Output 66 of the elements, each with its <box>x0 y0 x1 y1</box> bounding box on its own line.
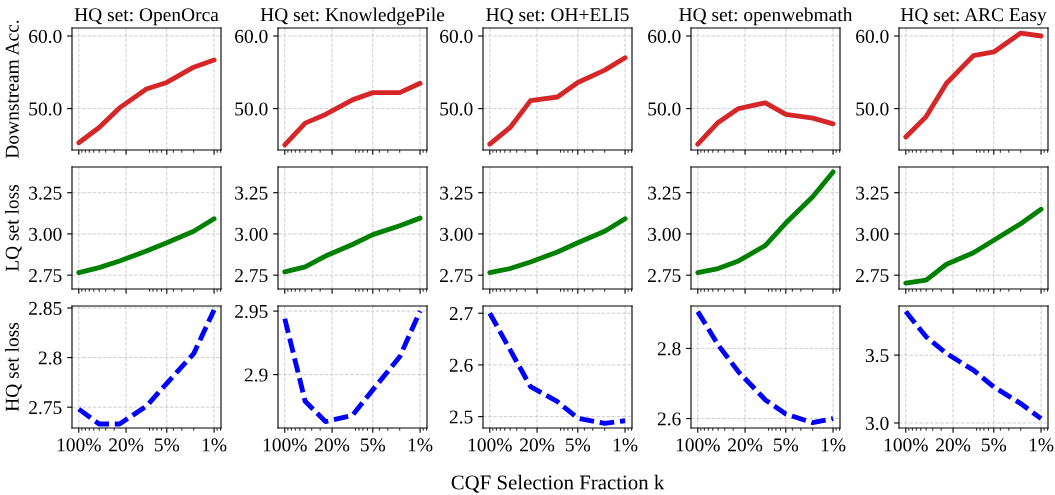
y-axis-title: HQ set loss <box>5 322 22 412</box>
y-tick-label: 50.0 <box>29 102 62 116</box>
y-tick-label: 3.00 <box>29 227 62 241</box>
x-tick-label: 1% <box>202 438 227 452</box>
y-axis-title: Downstream Acc. <box>5 20 19 159</box>
y-tick-label: 60.0 <box>856 29 889 44</box>
y-tick-label: 3.5 <box>865 349 889 363</box>
y-tick-label: 2.8 <box>38 351 62 365</box>
y-tick-label: 2.75 <box>440 269 473 283</box>
x-tick-label: 5% <box>360 438 386 452</box>
x-tick-label: 5% <box>773 438 799 452</box>
y-tick-label: 50.0 <box>235 102 268 116</box>
y-axis-title: LQ set loss <box>5 184 22 272</box>
x-tick-label: 1% <box>821 438 846 452</box>
y-tick-label: 50.0 <box>856 102 889 116</box>
y-tick-label: 50.0 <box>648 102 681 116</box>
y-tick-label: 3.25 <box>440 186 473 200</box>
chart-title: HQ set: KnowledgePile <box>260 7 445 26</box>
x-tick-label: 100% <box>57 438 101 452</box>
y-tick-label: 2.75 <box>29 401 62 415</box>
y-tick-label: 60.0 <box>648 29 681 44</box>
y-tick-label: 60.0 <box>235 29 268 44</box>
x-tick-label: 1% <box>613 438 638 452</box>
y-tick-label: 2.95 <box>235 304 268 319</box>
y-tick-label: 3.0 <box>865 416 889 430</box>
x-tick-label: 20% <box>936 438 971 452</box>
y-tick-label: 3.00 <box>856 227 889 241</box>
x-tick-label: 100% <box>676 438 720 452</box>
x-tick-label: 100% <box>884 438 928 452</box>
x-tick-label: 20% <box>728 438 763 452</box>
x-tick-label: 100% <box>263 438 307 452</box>
y-tick-label: 2.75 <box>235 269 268 283</box>
y-tick-label: 50.0 <box>440 102 473 116</box>
y-tick-label: 2.6 <box>657 412 681 426</box>
y-tick-label: 3.00 <box>440 227 473 241</box>
y-tick-label: 3.25 <box>29 186 62 200</box>
chart-title: HQ set: openwebmath <box>679 7 853 26</box>
y-tick-label: 2.75 <box>29 269 62 283</box>
chart-title: HQ set: OpenOrca <box>74 8 219 26</box>
chart-title: HQ set: ARC Easy <box>900 8 1047 26</box>
y-tick-label: 2.6 <box>449 358 473 372</box>
y-tick-label: 3.25 <box>856 186 889 200</box>
x-tick-label: 20% <box>520 438 555 452</box>
x-axis-title: CQF Selection Fraction k <box>451 474 665 493</box>
y-tick-label: 3.00 <box>648 227 681 241</box>
y-tick-label: 2.75 <box>648 269 681 283</box>
x-tick-label: 5% <box>565 438 591 452</box>
y-tick-label: 3.25 <box>648 186 681 200</box>
y-tick-label: 3.00 <box>235 227 268 241</box>
x-tick-label: 1% <box>408 438 433 452</box>
y-tick-label: 2.8 <box>657 342 681 356</box>
x-tick-label: 5% <box>154 438 180 452</box>
x-tick-label: 5% <box>981 438 1007 452</box>
y-tick-label: 2.5 <box>449 410 473 424</box>
chart-title: HQ set: OH+ELI5 <box>486 8 629 25</box>
y-tick-label: 60.0 <box>29 29 62 44</box>
x-tick-label: 1% <box>1029 438 1054 452</box>
x-tick-label: 100% <box>468 438 512 452</box>
y-tick-label: 3.25 <box>235 186 268 200</box>
y-tick-label: 60.0 <box>440 29 473 44</box>
x-tick-label: 20% <box>315 438 350 452</box>
y-tick-label: 2.75 <box>856 269 889 283</box>
y-tick-label: 2.85 <box>29 301 62 316</box>
y-tick-label: 2.7 <box>449 307 473 321</box>
x-tick-label: 20% <box>109 438 144 452</box>
y-tick-label: 2.9 <box>244 368 268 382</box>
